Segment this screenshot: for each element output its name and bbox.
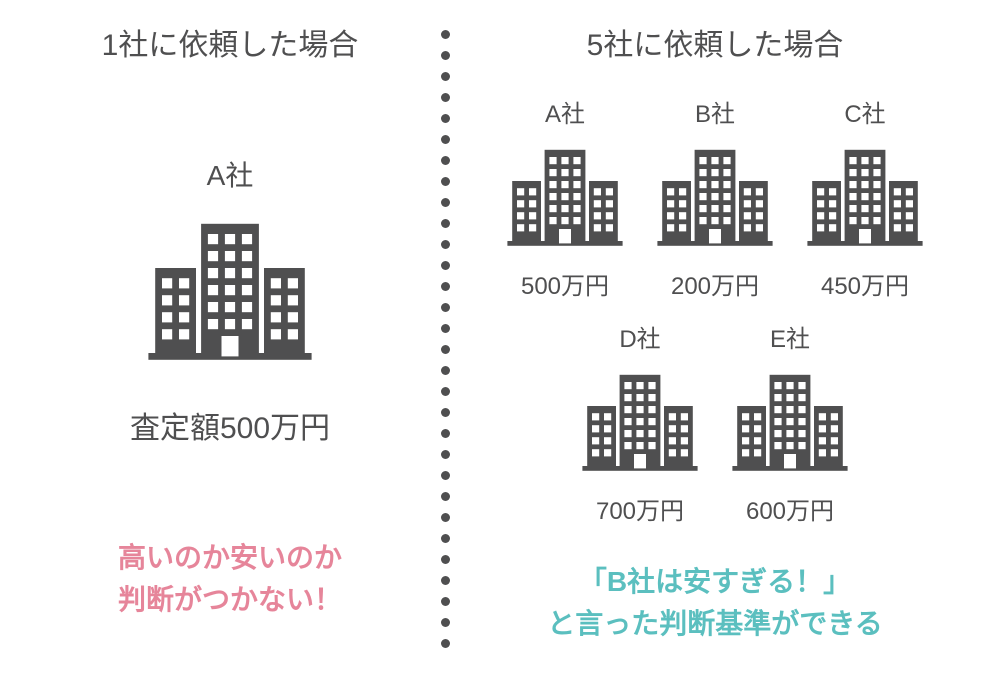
company-a-price: 500万円 [521,266,609,301]
divider-dot [441,240,450,249]
company-e-price: 600万円 [746,491,834,526]
divider-dot [441,366,450,375]
company-c-block: C社 450万円 [805,94,925,301]
companies-row-2: D社 700万円 E社 600万円 [580,319,850,526]
left-conclusion-line2: 判断がつかない！ [118,584,342,615]
company-e-label: E社 [770,319,810,354]
building-icon [145,200,315,375]
building-icon [505,133,625,258]
divider-dot [441,114,450,123]
divider-dot [441,618,450,627]
companies-row-1: A社 500万円 B社 200万円 C社 450万円 [505,94,925,301]
divider-dot [441,408,450,417]
right-conclusion-line2: と言った判断基準ができる [547,608,882,639]
divider-dot [441,135,450,144]
divider-dot [441,303,450,312]
divider-dot [441,534,450,543]
single-company-block: A社 査定額500万円 [130,154,330,447]
company-b-label: B社 [695,94,735,129]
right-conclusion-line1: 「B社は安すぎる！」 [579,566,851,597]
building-icon [655,133,775,258]
divider-dot [441,177,450,186]
divider-dot [441,93,450,102]
divider-dot [441,324,450,333]
company-d-block: D社 700万円 [580,319,700,526]
company-a-price: 査定額500万円 [130,403,330,447]
right-conclusion: 「B社は安すぎる！」 と言った判断基準ができる [547,561,882,645]
company-a-label: A社 [545,94,585,129]
infographic-container: 1社に依頼した場合 A社 査定額500万円 高いのか安いのか 判断がつかない！ … [0,0,1000,700]
building-icon [580,358,700,483]
divider-dot [441,555,450,564]
divider-dot [441,51,450,60]
building-icon [730,358,850,483]
company-d-label: D社 [619,319,660,354]
divider-dot [441,387,450,396]
company-a-label: A社 [207,154,254,194]
left-conclusion-line1: 高いのか安いのか [118,542,342,573]
dotted-divider [430,20,460,680]
divider-dot [441,639,450,648]
company-b-price: 200万円 [671,266,759,301]
company-d-price: 700万円 [596,491,684,526]
right-title: 5社に依頼した場合 [587,20,844,64]
divider-dot [441,576,450,585]
left-title: 1社に依頼した場合 [102,20,359,64]
divider-dot [441,345,450,354]
divider-dot [441,261,450,270]
company-c-price: 450万円 [821,266,909,301]
right-panel: 5社に依頼した場合 A社 500万円 B社 200万円 C社 450万円 D社 [460,20,970,680]
divider-dot [441,156,450,165]
left-panel: 1社に依頼した場合 A社 査定額500万円 高いのか安いのか 判断がつかない！ [30,20,430,680]
divider-dot [441,513,450,522]
divider-dot [441,30,450,39]
divider-dot [441,492,450,501]
divider-dot [441,198,450,207]
divider-dot [441,597,450,606]
divider-dot [441,72,450,81]
divider-dot [441,471,450,480]
company-c-label: C社 [844,94,885,129]
company-e-block: E社 600万円 [730,319,850,526]
company-b-block: B社 200万円 [655,94,775,301]
left-conclusion: 高いのか安いのか 判断がつかない！ [118,537,342,621]
divider-dot [441,282,450,291]
divider-dot [441,429,450,438]
building-icon [805,133,925,258]
divider-dot [441,219,450,228]
company-a-block: A社 500万円 [505,94,625,301]
divider-dot [441,450,450,459]
